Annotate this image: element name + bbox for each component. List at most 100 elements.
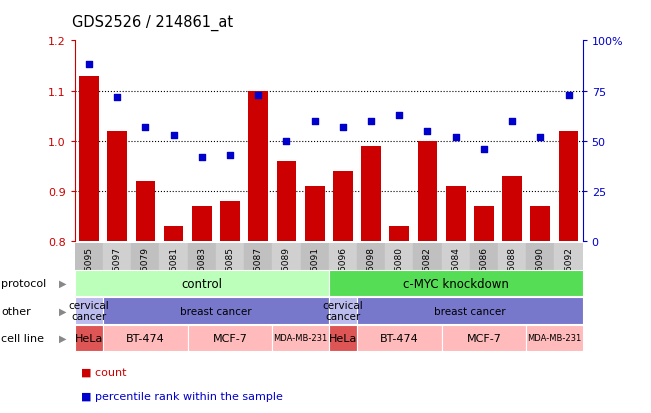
Point: [535, 134, 546, 141]
Bar: [329, 271, 583, 297]
Text: cervical
cancer: cervical cancer: [322, 300, 363, 322]
Bar: [75, 325, 103, 351]
Text: GSM136090: GSM136090: [536, 247, 545, 302]
Bar: [75, 298, 103, 324]
Point: [338, 124, 348, 131]
Point: [394, 112, 404, 119]
Bar: [385, 244, 413, 324]
Text: cell line: cell line: [1, 333, 44, 343]
Point: [197, 154, 207, 161]
Text: breast cancer: breast cancer: [434, 306, 506, 316]
Text: other: other: [1, 306, 31, 316]
Bar: [474, 206, 493, 242]
Text: GSM136085: GSM136085: [225, 247, 234, 302]
Point: [225, 152, 235, 159]
Text: MDA-MB-231: MDA-MB-231: [273, 334, 327, 342]
Text: MCF-7: MCF-7: [467, 333, 501, 343]
Point: [281, 138, 292, 145]
Text: control: control: [182, 277, 222, 290]
Bar: [103, 244, 132, 324]
Bar: [357, 244, 385, 324]
Point: [478, 146, 489, 153]
Point: [507, 118, 518, 125]
Text: HeLa: HeLa: [329, 333, 357, 343]
Bar: [555, 244, 583, 324]
Text: GSM136081: GSM136081: [169, 247, 178, 302]
Bar: [187, 244, 216, 324]
Bar: [446, 187, 465, 242]
Text: protocol: protocol: [1, 278, 47, 289]
Bar: [526, 325, 583, 351]
Text: GSM136082: GSM136082: [423, 247, 432, 301]
Bar: [103, 298, 329, 324]
Point: [112, 94, 122, 101]
Bar: [357, 325, 441, 351]
Text: GSM136083: GSM136083: [197, 247, 206, 302]
Bar: [441, 244, 470, 324]
Bar: [498, 244, 526, 324]
Bar: [79, 76, 99, 242]
Bar: [470, 244, 498, 324]
Text: ■ count: ■ count: [81, 367, 127, 377]
Bar: [272, 325, 329, 351]
Text: BT-474: BT-474: [380, 333, 419, 343]
Text: BT-474: BT-474: [126, 333, 165, 343]
Bar: [503, 176, 522, 242]
Text: GSM136092: GSM136092: [564, 247, 573, 301]
Bar: [329, 325, 357, 351]
Point: [366, 118, 376, 125]
Bar: [75, 244, 103, 324]
Bar: [272, 244, 301, 324]
Text: GSM136091: GSM136091: [310, 247, 319, 302]
Bar: [361, 147, 381, 242]
Bar: [244, 244, 272, 324]
Bar: [132, 244, 159, 324]
Point: [253, 92, 264, 99]
Text: ▶: ▶: [59, 306, 67, 316]
Bar: [216, 244, 244, 324]
Bar: [418, 141, 437, 242]
Point: [422, 128, 433, 135]
Bar: [329, 244, 357, 324]
Bar: [413, 244, 441, 324]
Bar: [103, 325, 187, 351]
Bar: [159, 244, 187, 324]
Bar: [192, 206, 212, 242]
Bar: [559, 131, 578, 242]
Text: GSM136097: GSM136097: [113, 247, 122, 302]
Text: GSM136084: GSM136084: [451, 247, 460, 301]
Bar: [220, 202, 240, 242]
Text: ▶: ▶: [59, 333, 67, 343]
Text: MCF-7: MCF-7: [213, 333, 247, 343]
Bar: [305, 187, 324, 242]
Text: GDS2526 / 214861_at: GDS2526 / 214861_at: [72, 14, 233, 31]
Bar: [135, 182, 155, 242]
Bar: [248, 91, 268, 242]
Bar: [389, 227, 409, 242]
Text: GSM136080: GSM136080: [395, 247, 404, 302]
Text: GSM136086: GSM136086: [479, 247, 488, 302]
Bar: [164, 227, 184, 242]
Text: breast cancer: breast cancer: [180, 306, 252, 316]
Text: HeLa: HeLa: [75, 333, 103, 343]
Text: GSM136088: GSM136088: [508, 247, 517, 302]
Text: GSM136087: GSM136087: [254, 247, 263, 302]
Bar: [357, 298, 583, 324]
Point: [84, 62, 94, 69]
Bar: [526, 244, 555, 324]
Bar: [301, 244, 329, 324]
Text: GSM136095: GSM136095: [85, 247, 94, 302]
Text: GSM136096: GSM136096: [339, 247, 348, 302]
Text: cervical
cancer: cervical cancer: [68, 300, 109, 322]
Bar: [187, 325, 272, 351]
Text: GSM136098: GSM136098: [367, 247, 376, 302]
Bar: [531, 206, 550, 242]
Point: [450, 134, 461, 141]
Point: [309, 118, 320, 125]
Bar: [107, 131, 127, 242]
Text: GSM136089: GSM136089: [282, 247, 291, 302]
Bar: [277, 161, 296, 242]
Bar: [75, 271, 329, 297]
Bar: [333, 171, 353, 242]
Text: MDA-MB-231: MDA-MB-231: [527, 334, 581, 342]
